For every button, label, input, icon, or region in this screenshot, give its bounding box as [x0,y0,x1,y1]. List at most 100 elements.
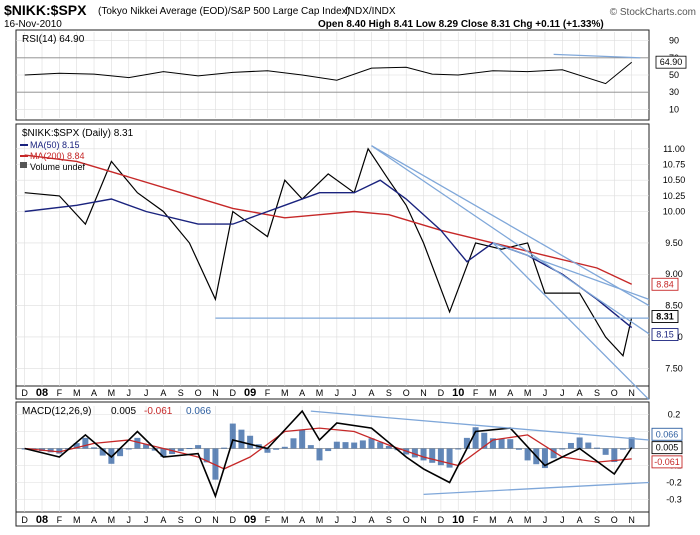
price-x-tick-label: J [335,388,340,398]
rsi-trendline [553,53,641,59]
macd-x-tick-label: D [21,515,28,525]
macd-histogram-bar [325,448,332,452]
price-x-tick-label: D [21,388,28,398]
grid-layer [16,32,649,512]
macd-y-tick-label: 0.2 [668,410,681,420]
macd-histogram-bar [342,442,349,449]
macd-x-tick-label: J [352,515,357,525]
macd-last-value-box [651,455,683,469]
price-line [24,147,633,358]
macd-histogram-bar [368,438,375,449]
price-x-tick-label: O [403,388,410,398]
macd-x-tick-label: M [316,515,324,525]
price-x-tick-label: M [281,388,289,398]
price-x-tick-label: J [543,388,548,398]
mark-layer: DD0808FFMMAAMMJJJJAASSOONNDD0909FFMMAAMM… [16,36,687,526]
macd-legend-signal: -0.061 [144,406,173,417]
volume-legend: Volume undef [30,162,86,172]
macd-histogram-bar [212,448,219,480]
price-x-tick-label: J [144,388,149,398]
macd-histogram-bar [628,437,635,449]
price-x-axis-band [15,385,650,400]
macd-x-tick-label: F [57,515,63,525]
macd-last-value-label: 0.066 [656,429,679,439]
ma50-legend: MA(50) 8.15 [30,140,80,150]
price-x-tick-label: N [212,388,219,398]
price-x-tick-label: M [316,388,324,398]
price-last-value-label: 8.31 [656,312,674,322]
price-trendline [492,242,650,300]
macd-histogram-bar [359,440,366,449]
macd-x-tick-label: O [403,515,410,525]
price-x-tick-label: N [420,388,427,398]
macd-trendline [310,410,650,441]
price-y-tick-label: 9.00 [665,269,683,279]
macd-x-tick-label: D [230,515,237,525]
macd-histogram-bar [446,448,453,468]
macd-histogram-bar [567,442,574,449]
price-last-value-box [651,277,679,291]
ma50-line [24,179,633,329]
macd-histogram-bar [229,423,236,449]
price-y-tick-label: 10.50 [663,175,686,185]
price-x-tick-label: A [369,388,375,398]
macd-x-tick-label: S [178,515,184,525]
macd-histogram-bar [602,448,609,455]
price-x-tick-label: M [73,388,81,398]
macd-last-value-box [651,427,683,441]
ma200-legend: MA(200) 8.84 [30,151,85,161]
macd-x-tick-label: J [543,515,548,525]
macd-histogram-bar [299,429,306,449]
macd-x-axis-band [15,511,650,527]
rsi-legend: RSI(14) 64.90 [22,34,85,45]
price-last-value-box [651,328,679,342]
price-y-tick-label: 10.00 [663,207,686,217]
macd-histogram-bar [619,448,626,450]
price-x-tick-label: D [230,388,237,398]
macd-histogram-bar [472,427,479,449]
macd-x-tick-label: O [611,515,618,525]
macd-histogram-bar [550,448,557,459]
macd-x-tick-label: J [560,515,565,525]
macd-x-tick-label: N [628,515,635,525]
watermark: © StockCharts.com [610,7,696,18]
macd-histogram-bar [437,448,444,466]
macd-x-tick-label: A [91,515,97,525]
macd-x-tick-label: 08 [36,514,48,526]
macd-histogram-bar [82,437,89,449]
macd-histogram-bar [593,447,600,449]
volume-legend-swatch [20,162,27,168]
macd-histogram-bar [221,447,228,449]
macd-x-tick-label: 09 [244,514,256,526]
macd-histogram-bar [611,448,618,463]
symbol-description: (Tokyo Nikkei Average (EOD)/S&P 500 Larg… [98,6,350,17]
price-panel-frame [15,123,650,400]
macd-histogram-bar [507,439,514,449]
macd-histogram-bar [281,446,288,449]
macd-x-tick-label: S [594,515,600,525]
macd-histogram-bar [134,437,141,449]
rsi-last-value-box [655,55,687,69]
macd-histogram-bar [559,448,566,450]
macd-x-tick-label: F [473,515,479,525]
macd-histogram-bar [489,438,496,449]
price-x-tick-label: F [265,388,271,398]
macd-histogram-bar [481,432,488,449]
price-y-tick-label: 11.00 [663,144,685,154]
macd-histogram-bar [333,441,340,449]
price-x-tick-label: O [195,388,202,398]
rsi-y-tick-label: 30 [669,87,679,97]
macd-histogram-bar [195,445,202,449]
price-x-tick-label: J [560,388,565,398]
macd-x-tick-label: N [212,515,219,525]
macd-histogram-bar [455,448,462,450]
rsi-y-tick-label: 10 [669,104,679,114]
macd-histogram-bar [585,442,592,449]
macd-y-tick-label: -0.2 [666,478,682,488]
macd-x-tick-label: N [420,515,427,525]
price-last-value-box [651,310,679,323]
price-x-tick-label: M [524,388,532,398]
macd-line [24,409,633,499]
macd-histogram-bar [515,448,522,450]
price-x-tick-label: N [628,388,635,398]
